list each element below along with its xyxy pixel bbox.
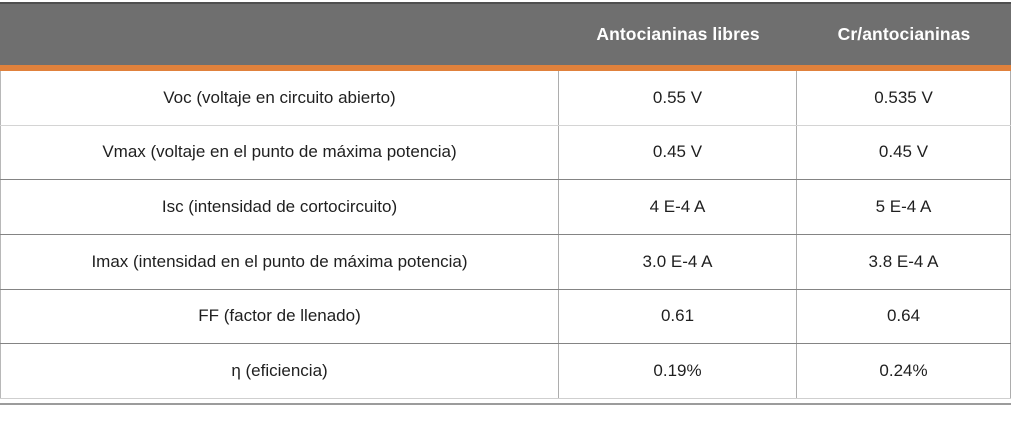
- table-row-imax: Imax (intensidad en el punto de máxima p…: [0, 234, 1011, 290]
- row-label-cell: FF (factor de llenado): [0, 289, 559, 344]
- row-label-cell: Imax (intensidad en el punto de máxima p…: [0, 234, 559, 289]
- row-label-cell: η (eficiencia): [0, 344, 559, 398]
- row-label-cell: Voc (voltaje en circuito abierto): [0, 71, 559, 125]
- value-cell-cr: 0.64: [797, 289, 1011, 344]
- value-cell-cr: 3.8 E-4 A: [797, 234, 1011, 289]
- value-cell-cr: 5 E-4 A: [797, 180, 1011, 234]
- table-row-eficiencia: η (eficiencia) 0.19% 0.24%: [0, 344, 1011, 399]
- value-cell-antocianinas: 0.45 V: [559, 125, 797, 180]
- row-label-cell: Vmax (voltaje en el punto de máxima pote…: [0, 125, 559, 180]
- value-cell-cr: 0.45 V: [797, 125, 1011, 180]
- value-cell-cr: 0.535 V: [797, 71, 1011, 125]
- table-row-vmax: Vmax (voltaje en el punto de máxima pote…: [0, 125, 1011, 181]
- table-row-isc: Isc (intensidad de cortocircuito) 4 E-4 …: [0, 180, 1011, 235]
- table-row-voc: Voc (voltaje en circuito abierto) 0.55 V…: [0, 71, 1011, 126]
- table-header-row: Antocianinas libres Cr/antocianinas: [0, 2, 1011, 65]
- row-label-cell: Isc (intensidad de cortocircuito): [0, 180, 559, 234]
- accent-bar: [0, 65, 1011, 71]
- header-cell-cr-antocianinas: Cr/antocianinas: [837, 24, 971, 44]
- value-cell-antocianinas: 3.0 E-4 A: [559, 234, 797, 289]
- value-cell-cr: 0.24%: [797, 344, 1011, 398]
- results-table: Antocianinas libres Cr/antocianinas Voc …: [0, 2, 1011, 405]
- value-cell-antocianinas: 0.19%: [559, 344, 797, 398]
- table-body: Voc (voltaje en circuito abierto) 0.55 V…: [0, 71, 1011, 399]
- table-row-ff: FF (factor de llenado) 0.61 0.64: [0, 289, 1011, 345]
- value-cell-antocianinas: 0.55 V: [559, 71, 797, 125]
- header-cell-antocianinas-libres: Antocianinas libres: [596, 24, 760, 44]
- table-bottom-rule: [0, 402, 1011, 405]
- value-cell-antocianinas: 0.61: [559, 289, 797, 344]
- value-cell-antocianinas: 4 E-4 A: [559, 180, 797, 234]
